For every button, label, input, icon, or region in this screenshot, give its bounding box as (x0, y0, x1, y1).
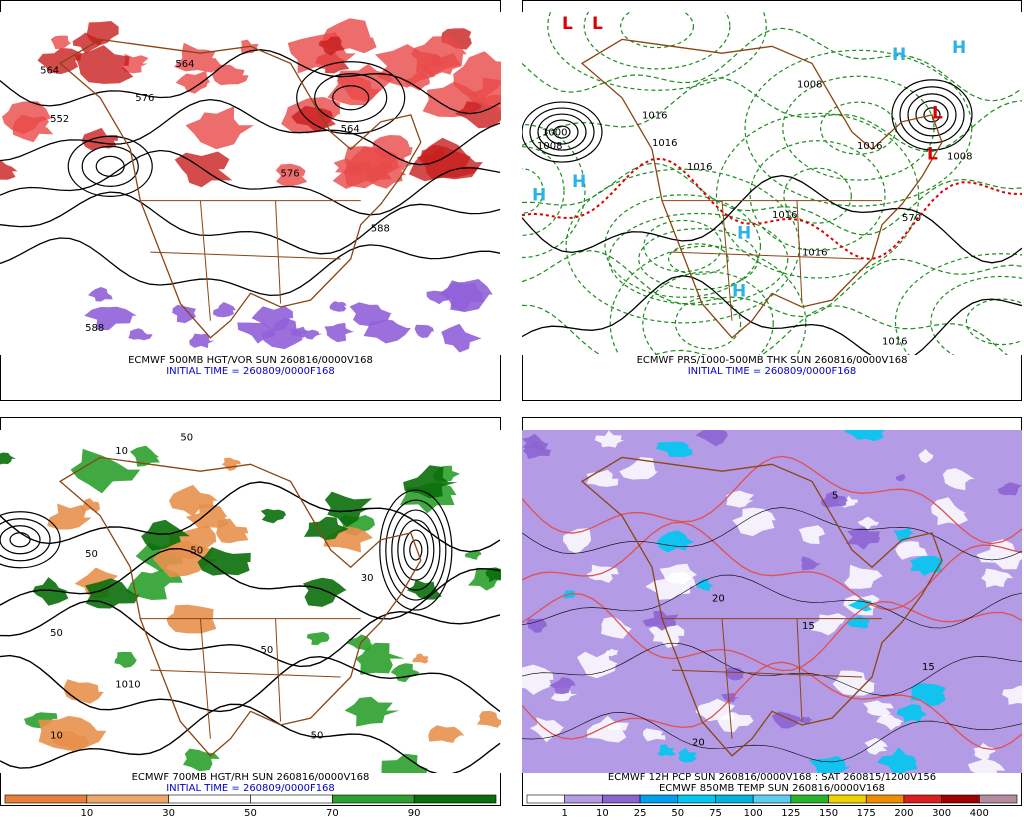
contour-label: 50 (311, 731, 324, 742)
pressure-center: L (562, 14, 573, 34)
colorbar-segment (904, 795, 942, 803)
contour-label: 10 (115, 446, 128, 457)
colorbar-label: 200 (894, 808, 913, 819)
pressure-center: L (927, 144, 938, 164)
contour-label: 10 (50, 731, 63, 742)
colorbar-label: 100 (744, 808, 763, 819)
caption-time: INITIAL TIME = 260809/0000F168 (166, 783, 335, 794)
contour-label: 15 (922, 662, 935, 673)
colorbar-segment (640, 795, 678, 803)
contour-label: 588 (85, 323, 104, 334)
pressure-center: H (952, 38, 966, 58)
contour-label: 588 (371, 224, 390, 235)
map: 564 576 564 576 588 588 564 552 (0, 12, 526, 355)
pressure-center: L (592, 14, 603, 34)
colorbar-label: 300 (932, 808, 951, 819)
contour-label: 552 (50, 114, 69, 125)
contour-label: 576 (281, 169, 300, 180)
contour-label: 564 (40, 66, 59, 77)
contour-label: 1016 (882, 337, 907, 348)
colorbar-segment (866, 795, 904, 803)
colorbar-segment (715, 795, 753, 803)
caption-time: ECMWF 850MB TEMP SUN 260816/0000V168 (659, 783, 885, 794)
colorbar-segment (942, 795, 980, 803)
caption-time: INITIAL TIME = 260809/0000F168 (688, 366, 857, 377)
caption: ECMWF 700MB HGT/RH SUN 260816/0000V168 (132, 772, 370, 783)
colorbar-segment (602, 795, 640, 803)
contour-label: 50 (261, 645, 274, 656)
colorbar-label: 175 (857, 808, 876, 819)
contour-label: 1016 (652, 138, 677, 149)
colorbar-segment (5, 795, 87, 803)
colorbar-segment (332, 795, 414, 803)
contour-label: 50 (85, 549, 98, 560)
contour-label: 1010 (115, 679, 140, 690)
contour-label: 50 (190, 545, 203, 556)
contour-label: 564 (175, 59, 194, 70)
contour-label: 50 (180, 432, 193, 443)
caption: ECMWF PRS/1000-500MB THK SUN 260816/0000… (637, 355, 908, 366)
contour-label: 1016 (857, 141, 882, 152)
colorbar-label: 10 (80, 808, 93, 819)
colorbar-segment (678, 795, 716, 803)
pressure-center: L (932, 103, 943, 123)
contour-label: 5 (832, 491, 838, 502)
colorbar-label: 90 (408, 808, 421, 819)
caption: ECMWF 12H PCP SUN 260816/0000V168 : SAT … (608, 772, 936, 783)
colorbar-segment (753, 795, 791, 803)
contour-label: 50 (50, 628, 63, 639)
colorbar-segment (251, 795, 333, 803)
contour-label: 1016 (687, 162, 712, 173)
colorbar-label: 70 (326, 808, 339, 819)
pressure-center: H (572, 172, 586, 192)
colorbar-label: 25 (634, 808, 647, 819)
colorbar-segment (414, 795, 496, 803)
colorbar-label: 150 (819, 808, 838, 819)
colorbar-label: 1 (562, 808, 568, 819)
caption: ECMWF 500MB HGT/VOR SUN 260816/0000V168 (128, 355, 373, 366)
contour-label: 1016 (772, 210, 797, 221)
caption-time: INITIAL TIME = 260809/0000F168 (166, 366, 335, 377)
pressure-center: H (732, 282, 746, 302)
colorbar-label: 125 (781, 808, 800, 819)
colorbar-segment (829, 795, 867, 803)
pressure-center: H (532, 186, 546, 206)
colorbar-label: 30 (162, 808, 175, 819)
contour-label: 1000 (542, 127, 567, 138)
contour-label: 20 (692, 738, 705, 749)
colorbar-label: 50 (671, 808, 684, 819)
contour-label: 576 (135, 93, 154, 104)
colorbar-segment (565, 795, 603, 803)
colorbar-label: 75 (709, 808, 722, 819)
pressure-center: H (737, 223, 751, 243)
contour-label: 20 (712, 594, 725, 605)
colorbar-segment (527, 795, 565, 803)
map-bg (522, 12, 1022, 355)
contour-label: 15 (802, 621, 815, 632)
contour-label: 1016 (802, 248, 827, 259)
colorbar-segment (791, 795, 829, 803)
colorbar-segment (979, 795, 1017, 803)
map: 1008 1000 1008 1016 1016 1016 1016 1016 570 1008 1… (459, 0, 1024, 400)
colorbar-label: 10 (596, 808, 609, 819)
contour-label: 1016 (642, 110, 667, 121)
map: 20 15 20 5 15 (510, 418, 1024, 782)
pressure-center: H (892, 45, 906, 65)
colorbar-label: 400 (970, 808, 989, 819)
contour-label: 570 (902, 213, 921, 224)
contour-label: 1008 (947, 151, 972, 162)
contour-label: 1008 (537, 141, 562, 152)
contour-label: 1008 (797, 79, 822, 90)
colorbar-segment (87, 795, 169, 803)
colorbar-segment (169, 795, 251, 803)
colorbar-label: 50 (244, 808, 257, 819)
contour-label: 30 (361, 573, 374, 584)
contour-label: 564 (341, 124, 360, 135)
